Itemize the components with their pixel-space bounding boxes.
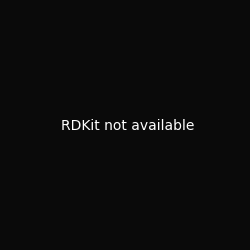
Text: RDKit not available: RDKit not available	[62, 119, 195, 133]
